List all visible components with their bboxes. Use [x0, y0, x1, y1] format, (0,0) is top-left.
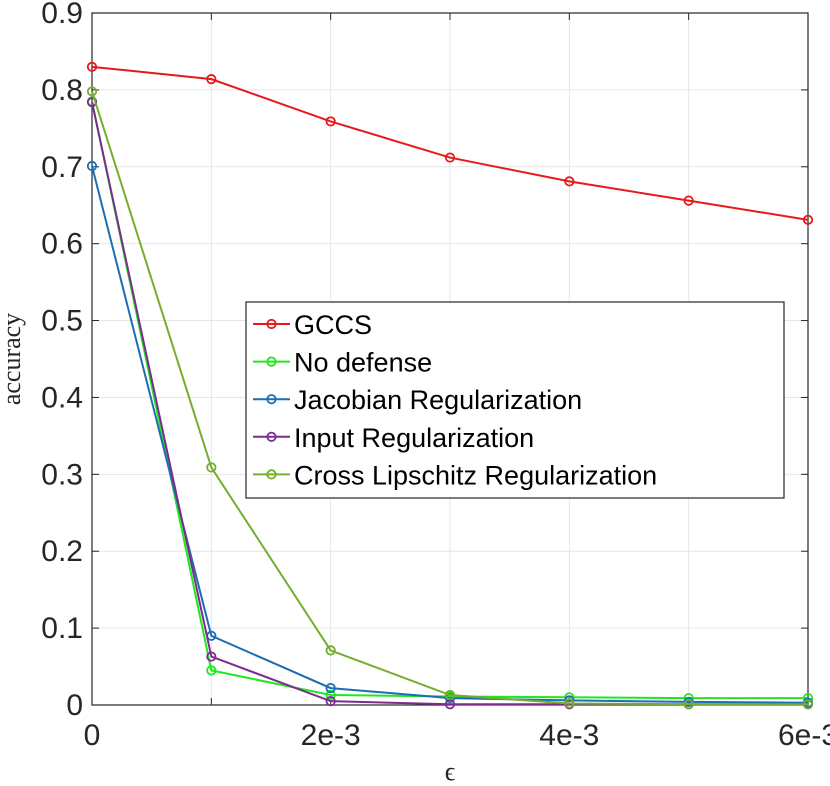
y-axis-title: accuracy: [0, 313, 26, 405]
data-point: [86, 86, 98, 97]
legend-item: Input Regularization: [253, 423, 534, 453]
axis-ticks: 0 0.1 0.2 0.3 0.4 0.5 0.6 0.7 0.8 0.9 0 2e-3 4e-3 6e-…: [41, 0, 830, 752]
y-tick-label: 0: [66, 689, 83, 722]
data-point: [444, 689, 456, 701]
y-tick-label: 0.9: [41, 0, 83, 30]
x-tick-label: 4e-3: [539, 719, 599, 752]
data-point: [683, 699, 694, 710]
x-axis-title: ϵ: [445, 757, 456, 786]
data-point: [802, 699, 814, 710]
legend-box: [245, 301, 785, 499]
data-point: [564, 698, 575, 709]
legend-swatch-marker: [266, 394, 277, 405]
series-gccs: [86, 61, 814, 225]
data-point: [444, 692, 456, 704]
y-tick-label: 0.1: [41, 612, 83, 645]
data-point: [206, 651, 217, 662]
data-point: [325, 696, 336, 707]
series-line: [91, 65, 809, 221]
legend-item: Cross Lipschitz Regularization: [253, 460, 657, 490]
y-tick-label: 0.4: [41, 381, 83, 414]
legend-label: Cross Lipschitz Regularization: [294, 460, 657, 490]
data-point: [86, 160, 98, 172]
legend-swatch-marker: [266, 469, 277, 480]
y-tick-label: 0.2: [41, 535, 83, 568]
data-point: [325, 116, 336, 127]
data-point: [206, 665, 217, 676]
data-point: [325, 689, 336, 701]
data-point: [564, 176, 575, 187]
legend-item: No defense: [253, 348, 432, 378]
series-line: [91, 91, 808, 706]
legend-label: Input Regularization: [294, 423, 534, 453]
y-tick-label: 0.7: [41, 151, 83, 184]
series-line: [91, 165, 809, 704]
data-point: [444, 152, 456, 163]
data-point: [802, 214, 814, 225]
x-tick-label: 6e-3: [778, 719, 830, 752]
x-tick-label: 0: [84, 719, 101, 752]
x-tick-label: 2e-3: [301, 719, 361, 752]
data-point: [86, 61, 98, 72]
series-cross-lipschitz-regularization: [86, 86, 814, 710]
data-point: [206, 462, 217, 473]
legend-swatch-marker: [266, 318, 277, 330]
data-point: [683, 195, 694, 206]
data-point: [564, 692, 575, 703]
legend-item: Jacobian Regularization: [253, 385, 582, 415]
series-layer: [86, 61, 814, 710]
data-point: [325, 682, 336, 694]
legend-label: GCCS: [294, 310, 372, 340]
legend-label: No defense: [294, 348, 432, 378]
y-tick-label: 0.6: [41, 228, 83, 261]
y-tick-label: 0.8: [41, 74, 83, 107]
data-point: [325, 645, 336, 656]
legend-swatch-marker: [266, 356, 277, 367]
legend-item: GCCS: [253, 310, 372, 340]
legend: GCCS No defense Jacobian Regularization Inp…: [245, 301, 785, 499]
y-tick-label: 0.3: [41, 458, 83, 491]
legend-label: Jacobian Regularization: [294, 385, 582, 415]
data-point: [206, 74, 217, 85]
y-tick-label: 0.5: [41, 305, 83, 338]
legend-swatch-marker: [266, 431, 277, 442]
